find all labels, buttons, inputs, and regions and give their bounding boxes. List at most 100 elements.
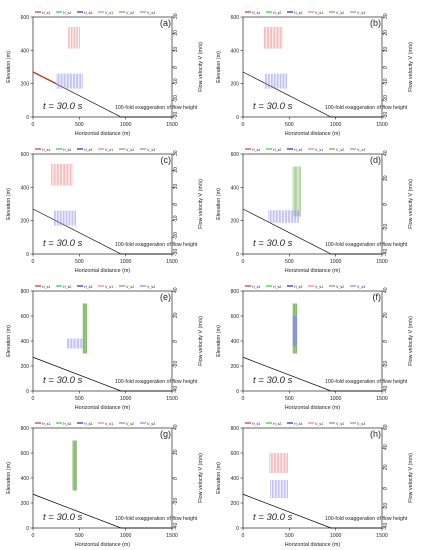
- y-axis-label: Elevation (m): [6, 51, 12, 83]
- v-tick-label: 20: [383, 30, 389, 36]
- legend-label: V_s1: [105, 11, 113, 15]
- panel-e: H_s1 H_s2 H_s3 V_s1 V_s2 V_s3(e)0200400600800…: [6, 285, 204, 411]
- v-tick-label: 40: [173, 287, 179, 293]
- y-tick-label: 200: [21, 219, 30, 225]
- x-tick-label: 1500: [376, 396, 388, 402]
- legend-label: V_s2: [126, 285, 134, 289]
- series-V_s1: [51, 164, 73, 186]
- y-tick-label: 600: [21, 15, 30, 21]
- y-tick-label: 600: [21, 314, 30, 320]
- legend: H_s1 H_s2 H_s3 V_s1 V_s2 V_s3: [35, 148, 155, 152]
- v-tick-label: -30: [383, 112, 389, 119]
- terrain-line: [32, 71, 172, 118]
- legend: H_s1 H_s2 H_s3 V_s1 V_s2 V_s3: [245, 148, 365, 152]
- legend-label: V_s3: [147, 422, 155, 426]
- legend-label: V_s2: [126, 148, 134, 152]
- y-tick-label: 600: [21, 152, 30, 158]
- x-tick-label: 500: [75, 533, 84, 539]
- v-axis-label: Flow velocity V (m/s): [408, 453, 414, 503]
- y-axis-label: Elevation (m): [216, 51, 222, 83]
- x-tick-label: 0: [32, 259, 35, 265]
- v-tick-label: -20: [173, 361, 179, 368]
- v-tick-label: -20: [383, 95, 389, 102]
- series-V_s1: [264, 27, 283, 49]
- x-tick-label: 1500: [376, 533, 388, 539]
- v-tick-label: 0: [173, 340, 179, 343]
- series-V_s3: [270, 480, 288, 498]
- v-tick-label: 40: [173, 424, 179, 430]
- legend-label: V_s2: [336, 148, 344, 152]
- legend-label: H_s3: [84, 148, 92, 152]
- series-V_s3: [268, 210, 299, 223]
- y-tick-label: 600: [231, 451, 240, 457]
- series-V_s3: [264, 73, 287, 89]
- x-tick-label: 500: [285, 396, 294, 402]
- legend-label: H_s1: [252, 285, 260, 289]
- legend-label: H_s3: [294, 422, 302, 426]
- y-tick-label: 0: [236, 526, 239, 532]
- v-tick-label: -30: [173, 249, 179, 256]
- x-tick-label: 1000: [330, 396, 342, 402]
- x-tick-label: 1000: [330, 533, 342, 539]
- legend-label: H_s3: [84, 11, 92, 15]
- x-tick-label: 500: [285, 122, 294, 128]
- v-tick-label: -40: [383, 523, 389, 530]
- legend-label: V_s1: [315, 285, 323, 289]
- x-tick-label: 0: [242, 396, 245, 402]
- legend: H_s1 H_s2 H_s3 V_s1 V_s2 V_s3: [35, 285, 155, 289]
- v-tick-label: 30: [383, 13, 389, 19]
- y-tick-label: 200: [21, 82, 30, 88]
- series-V_s3: [56, 73, 83, 89]
- series-V_s2: [292, 166, 301, 217]
- legend-label: V_s2: [336, 422, 344, 426]
- y-tick-label: 400: [21, 476, 30, 482]
- v-axis-label: Flow velocity V (m/s): [408, 316, 414, 366]
- legend: H_s1 H_s2 H_s3 V_s1 V_s2 V_s3: [245, 285, 365, 289]
- v-tick-label: 40: [383, 150, 389, 156]
- legend-label: V_s1: [105, 285, 113, 289]
- y-tick-label: 200: [21, 501, 30, 507]
- legend-label: H_s2: [273, 148, 281, 152]
- legend-label: H_s2: [273, 422, 281, 426]
- y-tick-label: 0: [26, 252, 29, 258]
- y-axis-label: Elevation (m): [216, 462, 222, 494]
- y-tick-label: 600: [231, 152, 240, 158]
- legend-label: V_s2: [336, 285, 344, 289]
- series-V_s3: [292, 316, 298, 346]
- panel-f: H_s1 H_s2 H_s3 V_s1 V_s2 V_s3(f)0200400600800…: [216, 285, 414, 411]
- v-tick-label: 30: [173, 13, 179, 19]
- panel-g: H_s1 H_s2 H_s3 V_s1 V_s2 V_s3(g)0200400600800…: [6, 422, 204, 548]
- legend-label: H_s2: [63, 422, 71, 426]
- legend-label: V_s1: [105, 148, 113, 152]
- terrain-line: [32, 208, 172, 255]
- x-tick-label: 1500: [376, 259, 388, 265]
- v-tick-label: 0: [383, 487, 389, 490]
- panel-label: (f): [373, 292, 382, 302]
- panel-h: H_s1 H_s2 H_s3 V_s1 V_s2 V_s3(h)0200400600800…: [216, 422, 414, 548]
- terrain-line: [242, 493, 382, 529]
- y-tick-label: 0: [26, 115, 29, 121]
- panels-layer: H_s1 H_s2 H_s3 V_s1 V_s2 V_s3(a)0200400600-30…: [6, 11, 414, 548]
- x-tick-label: 0: [242, 533, 245, 539]
- v-tick-label: -20: [383, 503, 389, 510]
- v-tick-label: -20: [383, 361, 389, 368]
- time-label: t = 30.0 s: [253, 101, 293, 112]
- terrain-line: [32, 356, 172, 392]
- exaggeration-note: 100-fold exaggeration of flow height: [115, 242, 198, 248]
- x-axis-label: Horizontal distance (m): [75, 268, 131, 274]
- x-tick-label: 1500: [166, 259, 178, 265]
- x-tick-label: 1000: [120, 396, 132, 402]
- v-tick-label: -40: [383, 386, 389, 393]
- y-axis-label: Elevation (m): [216, 325, 222, 357]
- y-axis-label: Elevation (m): [6, 462, 12, 494]
- terrain-line: [242, 71, 382, 118]
- y-tick-label: 0: [236, 252, 239, 258]
- panel-b: H_s1 H_s2 H_s3 V_s1 V_s2 V_s3(b)0200400600-30…: [216, 11, 414, 137]
- time-label: t = 30.0 s: [43, 101, 83, 112]
- y-tick-label: 400: [231, 185, 240, 191]
- v-tick-label: 20: [383, 312, 389, 318]
- legend-label: V_s2: [126, 11, 134, 15]
- v-axis-label: Flow velocity V (m/s): [198, 42, 204, 92]
